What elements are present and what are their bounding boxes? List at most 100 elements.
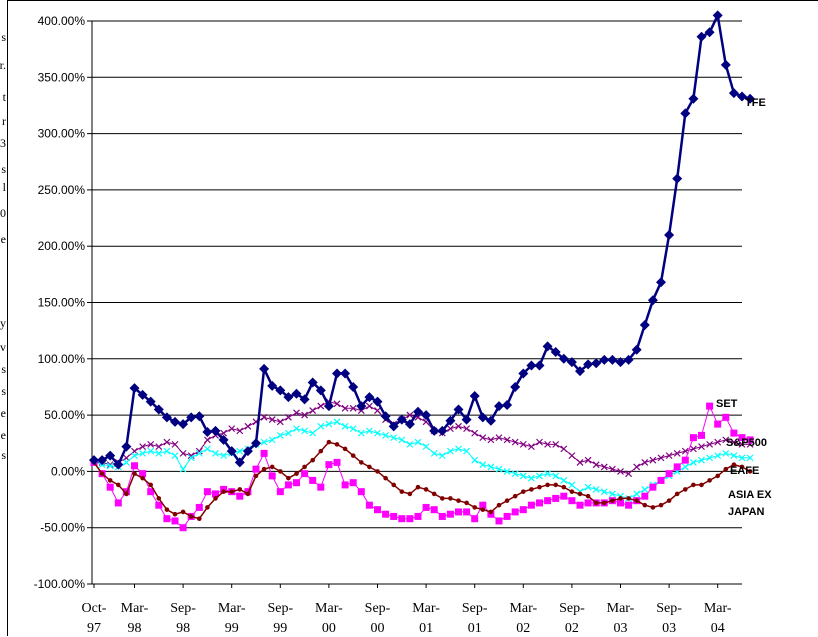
point-set <box>163 515 171 523</box>
point-tfe <box>453 404 464 415</box>
strip-char: e <box>0 428 6 442</box>
point-s-p500 <box>698 443 705 451</box>
point-s-p500 <box>260 413 268 421</box>
point-tfe <box>494 401 504 412</box>
point-tfe <box>429 425 440 436</box>
point-tfe <box>315 385 326 396</box>
point-s-p500 <box>341 404 349 412</box>
point-set <box>260 449 268 457</box>
point-set <box>657 476 665 484</box>
point-set <box>333 458 341 466</box>
point-s-p500 <box>471 429 479 437</box>
point-s-p500 <box>722 436 730 444</box>
point-set <box>455 508 462 516</box>
point-s-p500 <box>293 409 300 417</box>
point-tfe <box>178 419 189 430</box>
point-eafe <box>179 465 187 473</box>
point-eafe <box>633 490 641 498</box>
y-tick-label: 300.00% <box>38 127 86 141</box>
series-label: ASIA EX <box>728 489 772 501</box>
point-s-p500 <box>349 404 357 412</box>
point-tfe <box>526 360 537 371</box>
point-asia-ex-japan <box>569 489 575 494</box>
point-asia-ex-japan <box>107 478 113 483</box>
point-tfe <box>421 410 432 421</box>
point-asia-ex-japan <box>318 448 324 454</box>
point-set <box>576 501 584 509</box>
point-tfe <box>518 368 529 379</box>
point-asia-ex-japan <box>448 496 453 501</box>
x-tick-label: 02 <box>565 621 579 636</box>
series-line-eafe <box>93 421 751 499</box>
point-eafe <box>455 445 462 453</box>
point-asia-ex-japan <box>650 505 656 510</box>
point-set <box>665 470 673 478</box>
x-tick-label: Mar- <box>704 601 732 616</box>
point-asia-ex-japan <box>407 491 413 497</box>
point-asia-ex-japan <box>156 496 162 501</box>
point-s-p500 <box>374 407 381 415</box>
point-asia-ex-japan <box>529 487 534 492</box>
point-asia-ex-japan <box>294 471 299 476</box>
x-tick-label: 02 <box>516 621 530 636</box>
point-asia-ex-japan <box>488 509 494 515</box>
point-set <box>398 515 406 523</box>
point-asia-ex-japan <box>383 475 388 481</box>
strip-char: l <box>2 180 6 194</box>
point-s-p500 <box>617 467 624 475</box>
point-asia-ex-japan <box>140 475 145 481</box>
point-set <box>365 501 373 509</box>
point-tfe <box>89 455 99 466</box>
point-s-p500 <box>495 434 503 442</box>
point-eafe <box>536 472 543 480</box>
point-eafe <box>479 461 487 469</box>
point-eafe <box>276 431 284 439</box>
point-asia-ex-japan <box>456 498 461 503</box>
point-set <box>430 506 438 514</box>
point-eafe <box>357 429 365 437</box>
point-set <box>106 483 114 491</box>
point-eafe <box>722 449 730 457</box>
point-set <box>293 479 300 487</box>
point-s-p500 <box>511 438 519 446</box>
point-s-p500 <box>284 413 292 421</box>
point-s-p500 <box>689 445 697 453</box>
point-asia-ex-japan <box>253 473 259 479</box>
point-tfe <box>129 383 140 394</box>
point-asia-ex-japan <box>164 507 170 512</box>
point-eafe <box>714 452 722 460</box>
x-tick-label: Sep- <box>267 601 293 616</box>
point-tfe <box>631 344 642 355</box>
point-set <box>463 508 471 516</box>
point-asia-ex-japan <box>342 446 348 452</box>
point-tfe <box>194 411 205 422</box>
y-tick-label: 0.00% <box>51 464 85 478</box>
point-tfe <box>664 229 675 240</box>
point-set <box>155 501 163 509</box>
point-tfe <box>575 366 585 377</box>
point-asia-ex-japan <box>278 469 283 474</box>
x-tick-label: 98 <box>176 621 190 636</box>
point-eafe <box>317 422 325 430</box>
series-line-s-p500 <box>94 401 751 475</box>
point-eafe <box>382 431 390 439</box>
point-asia-ex-japan <box>237 487 243 492</box>
x-tick-label: 04 <box>711 621 725 636</box>
point-eafe <box>171 452 179 460</box>
point-eafe <box>333 418 341 426</box>
point-tfe <box>477 412 488 423</box>
point-s-p500 <box>179 449 187 457</box>
point-asia-ex-japan <box>666 498 672 503</box>
strip-char: e <box>0 232 6 246</box>
point-tfe <box>461 414 472 425</box>
point-eafe <box>260 438 268 446</box>
point-tfe <box>388 421 399 432</box>
point-asia-ex-japan <box>334 442 340 447</box>
point-asia-ex-japan <box>269 464 275 470</box>
chart-frame: 400.00% 350.00% 300.00% 250.00% 200.00% 150.0… <box>7 0 818 637</box>
series-label: SET <box>716 398 738 410</box>
point-tfe <box>202 426 213 437</box>
point-asia-ex-japan <box>261 466 267 472</box>
point-s-p500 <box>301 411 309 419</box>
point-set <box>479 501 487 509</box>
